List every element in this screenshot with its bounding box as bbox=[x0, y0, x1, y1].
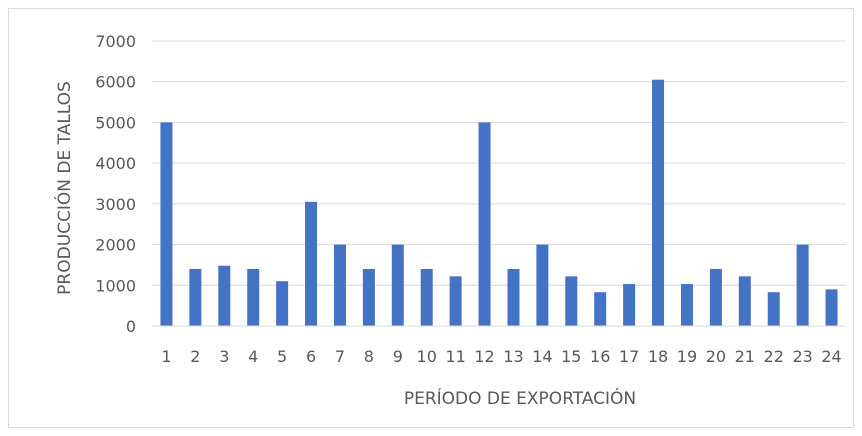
bar bbox=[767, 292, 780, 326]
x-tick-label: 1 bbox=[161, 347, 171, 366]
y-tick-label: 5000 bbox=[95, 113, 136, 132]
bar bbox=[652, 79, 665, 326]
x-tick-label: 23 bbox=[792, 347, 812, 366]
x-tick-label: 12 bbox=[474, 347, 494, 366]
y-axis-ticks: 0 1000 2000 3000 4000 5000 6000 7000 bbox=[95, 32, 136, 336]
bar bbox=[796, 244, 809, 326]
x-tick-label: 11 bbox=[445, 347, 465, 366]
gridlines bbox=[152, 40, 846, 286]
bar bbox=[449, 276, 462, 326]
bar bbox=[305, 201, 318, 326]
bar bbox=[680, 284, 693, 326]
x-tick-label: 19 bbox=[677, 347, 697, 366]
x-tick-label: 5 bbox=[277, 347, 287, 366]
x-tick-label: 17 bbox=[619, 347, 639, 366]
bar bbox=[594, 292, 607, 326]
x-tick-label: 7 bbox=[335, 347, 345, 366]
y-tick-label: 0 bbox=[126, 317, 136, 336]
bar bbox=[362, 269, 375, 326]
bar bbox=[738, 276, 751, 326]
bar bbox=[218, 265, 231, 326]
bar bbox=[623, 284, 636, 326]
bar bbox=[333, 244, 346, 326]
bar bbox=[420, 269, 433, 326]
y-tick-label: 6000 bbox=[95, 73, 136, 92]
x-tick-label: 9 bbox=[393, 347, 403, 366]
x-tick-label: 24 bbox=[821, 347, 841, 366]
x-tick-label: 6 bbox=[306, 347, 316, 366]
x-tick-label: 4 bbox=[248, 347, 258, 366]
bar bbox=[507, 269, 520, 326]
bar bbox=[247, 269, 260, 326]
bar bbox=[391, 244, 404, 326]
bar bbox=[536, 244, 549, 326]
bar bbox=[160, 122, 173, 326]
x-tick-label: 8 bbox=[364, 347, 374, 366]
y-tick-label: 4000 bbox=[95, 154, 136, 173]
y-tick-label: 2000 bbox=[95, 236, 136, 255]
y-tick-label: 3000 bbox=[95, 195, 136, 214]
x-tick-label: 10 bbox=[417, 347, 437, 366]
x-tick-label: 15 bbox=[561, 347, 581, 366]
x-tick-label: 13 bbox=[503, 347, 523, 366]
bar bbox=[825, 289, 838, 326]
x-tick-label: 16 bbox=[590, 347, 610, 366]
x-tick-label: 3 bbox=[219, 347, 229, 366]
y-tick-label: 1000 bbox=[95, 276, 136, 295]
bar bbox=[276, 281, 289, 326]
bar bbox=[709, 269, 722, 326]
bar bbox=[478, 122, 491, 326]
x-tick-label: 18 bbox=[648, 347, 668, 366]
y-axis-title: PRODUCCIÓN DE TALLOS bbox=[53, 81, 75, 295]
x-axis-ticks: 1 2 3 4 5 6 7 8 9 10 11 12 13 14 15 16 17 18 19 20 21 22 23 24 bbox=[161, 347, 841, 366]
y-tick-label: 7000 bbox=[95, 32, 136, 51]
chart-frame bbox=[8, 8, 854, 428]
x-axis-title: PERÍODO DE EXPORTACIÓN bbox=[404, 387, 636, 409]
bar bbox=[565, 276, 578, 326]
x-tick-label: 2 bbox=[190, 347, 200, 366]
bar bbox=[189, 269, 202, 326]
x-tick-label: 22 bbox=[764, 347, 784, 366]
bars bbox=[160, 79, 838, 326]
x-tick-label: 21 bbox=[735, 347, 755, 366]
x-tick-label: 14 bbox=[532, 347, 552, 366]
x-tick-label: 20 bbox=[706, 347, 726, 366]
